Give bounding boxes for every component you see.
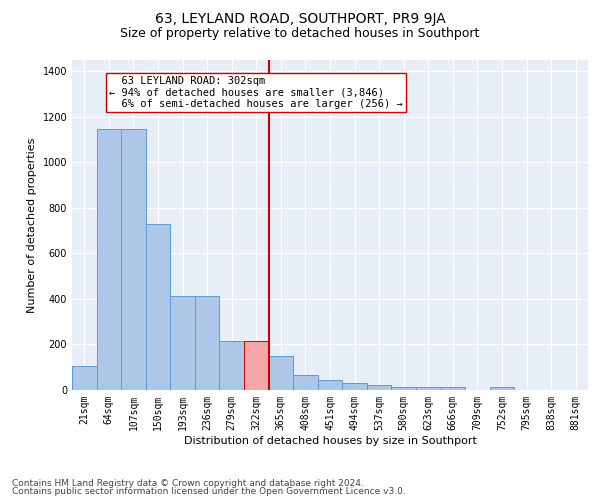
Bar <box>269 356 293 390</box>
Bar <box>367 386 391 390</box>
Bar <box>440 388 465 390</box>
X-axis label: Distribution of detached houses by size in Southport: Distribution of detached houses by size … <box>184 436 476 446</box>
Text: 63, LEYLAND ROAD, SOUTHPORT, PR9 9JA: 63, LEYLAND ROAD, SOUTHPORT, PR9 9JA <box>155 12 445 26</box>
Y-axis label: Number of detached properties: Number of detached properties <box>27 138 37 312</box>
Text: 63 LEYLAND ROAD: 302sqm
← 94% of detached houses are smaller (3,846)
  6% of sem: 63 LEYLAND ROAD: 302sqm ← 94% of detache… <box>109 76 403 109</box>
Text: Contains HM Land Registry data © Crown copyright and database right 2024.: Contains HM Land Registry data © Crown c… <box>12 478 364 488</box>
Bar <box>220 341 244 390</box>
Bar <box>342 383 367 390</box>
Bar <box>72 366 97 390</box>
Bar <box>391 386 416 390</box>
Bar <box>170 296 195 390</box>
Bar <box>416 388 440 390</box>
Bar <box>97 130 121 390</box>
Bar <box>293 375 318 390</box>
Bar <box>195 296 220 390</box>
Bar <box>121 130 146 390</box>
Text: Size of property relative to detached houses in Southport: Size of property relative to detached ho… <box>121 28 479 40</box>
Bar <box>318 380 342 390</box>
Bar <box>490 388 514 390</box>
Bar <box>244 341 269 390</box>
Bar <box>146 224 170 390</box>
Text: Contains public sector information licensed under the Open Government Licence v3: Contains public sector information licen… <box>12 487 406 496</box>
